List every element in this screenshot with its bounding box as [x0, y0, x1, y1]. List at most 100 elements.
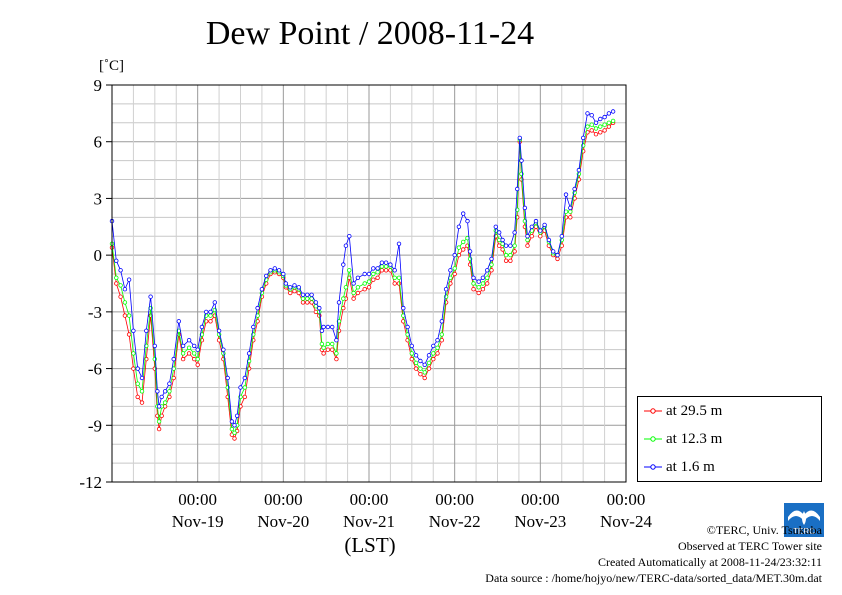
- data-point: [186, 345, 192, 350]
- data-point: [319, 341, 325, 347]
- data-point: [208, 319, 213, 324]
- data-point: [435, 345, 440, 350]
- data-point: [431, 343, 436, 349]
- data-point: [485, 281, 490, 286]
- data-point: [443, 287, 449, 292]
- data-point: [476, 290, 481, 296]
- legend-label: at 12.3 m: [666, 431, 723, 447]
- data-point: [568, 209, 573, 214]
- data-point: [522, 205, 528, 211]
- data-point: [409, 351, 414, 356]
- data-point: [251, 324, 256, 330]
- data-point: [144, 328, 149, 333]
- data-point: [313, 300, 319, 305]
- data-point: [465, 218, 470, 224]
- data-point: [517, 135, 522, 141]
- data-point: [330, 347, 335, 352]
- data-point: [176, 319, 181, 324]
- data-point: [456, 245, 462, 250]
- data-point: [366, 285, 372, 290]
- legend-marker-red: [644, 408, 662, 414]
- x-tick-date-label: Nov-21: [343, 512, 395, 531]
- data-point: [347, 233, 352, 239]
- data-point: [533, 218, 539, 224]
- data-point: [456, 224, 462, 229]
- y-tick-label: 3: [94, 189, 103, 208]
- data-point: [500, 237, 505, 243]
- data-point: [375, 270, 380, 275]
- data-point: [602, 128, 607, 133]
- x-tick-time-label: 00:00: [178, 490, 217, 509]
- data-point: [512, 230, 517, 235]
- data-point: [139, 400, 145, 405]
- data-point: [135, 381, 140, 386]
- x-tick-date-label: Nov-24: [600, 512, 652, 531]
- data-point: [171, 356, 176, 362]
- x-axis-ticks: 00:00 Nov-19 00:00 Nov-20 00:00 Nov-21 00:00 No…: [172, 490, 653, 531]
- data-point: [272, 266, 277, 271]
- data-point: [467, 249, 473, 254]
- data-point: [589, 128, 594, 133]
- data-point: [426, 360, 432, 366]
- data-point: [555, 252, 560, 258]
- data-point: [503, 243, 509, 248]
- data-point: [135, 394, 140, 400]
- data-point: [152, 343, 157, 349]
- data-point: [276, 268, 282, 273]
- data-point: [439, 332, 444, 337]
- data-point: [598, 124, 603, 129]
- data-point: [396, 281, 402, 286]
- data-point: [131, 351, 136, 356]
- data-point: [555, 256, 560, 262]
- series-line: [111, 122, 614, 440]
- data-point: [383, 268, 389, 273]
- data-point: [159, 394, 164, 400]
- data-point: [452, 271, 457, 277]
- data-point: [512, 243, 517, 248]
- data-point: [355, 290, 361, 296]
- data-point: [232, 436, 237, 441]
- data-point: [525, 237, 530, 243]
- data-point: [288, 290, 293, 296]
- data-point: [122, 313, 128, 318]
- data-point: [238, 385, 243, 390]
- data-point: [330, 324, 335, 330]
- y-tick-label: -3: [88, 303, 102, 322]
- data-point: [568, 205, 573, 211]
- data-point: [232, 423, 237, 428]
- data-point: [255, 305, 260, 311]
- legend-label: at 1.6 m: [666, 459, 715, 475]
- data-point: [375, 275, 380, 280]
- data-point: [281, 271, 286, 277]
- data-point: [480, 275, 486, 280]
- data-point: [572, 186, 577, 192]
- data-point: [480, 287, 486, 292]
- data-point: [232, 430, 237, 435]
- data-point: [288, 285, 293, 290]
- data-point: [300, 300, 306, 305]
- data-point: [589, 122, 594, 127]
- data-point: [148, 294, 153, 299]
- data-point: [126, 313, 132, 318]
- series-2: [109, 109, 616, 428]
- data-point: [152, 356, 157, 362]
- data-point: [180, 343, 186, 349]
- data-point: [563, 192, 569, 197]
- data-point: [195, 362, 200, 367]
- data-point: [191, 351, 197, 356]
- data-point: [343, 243, 349, 248]
- data-point: [203, 309, 209, 315]
- data-point: [135, 366, 140, 371]
- data-point: [325, 341, 331, 347]
- data-point: [559, 233, 564, 239]
- y-axis-ticks: 9 6 3 0 -3 -6 -9 -12: [79, 76, 112, 492]
- data-point: [489, 256, 494, 262]
- data-point: [405, 324, 410, 330]
- data-point: [351, 290, 356, 296]
- data-point: [371, 277, 376, 282]
- data-point: [292, 283, 297, 288]
- source-text: Data source : /home/hojyo/new/TERC-data/…: [485, 571, 822, 585]
- data-point: [461, 239, 466, 245]
- data-point: [461, 247, 466, 252]
